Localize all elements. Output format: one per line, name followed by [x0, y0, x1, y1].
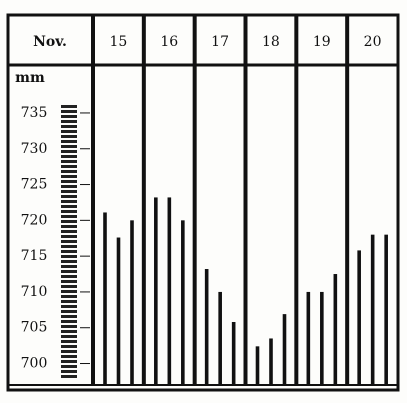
scale-strip	[61, 190, 77, 193]
scale-strip	[61, 360, 77, 363]
y-tick-label: 725	[21, 177, 48, 193]
frame	[6, 13, 400, 392]
scale-strip	[61, 290, 77, 293]
bar	[282, 314, 287, 385]
corner-label: Nov.	[33, 34, 67, 50]
bar	[333, 274, 338, 385]
y-tick-label: 730	[21, 141, 48, 157]
bar	[204, 269, 209, 385]
scale-strip	[61, 255, 77, 258]
x-tick-label: 19	[313, 34, 331, 50]
scale-strip	[61, 245, 77, 248]
y-tick-label: 700	[21, 356, 48, 372]
scale-strip	[61, 280, 77, 283]
bar	[306, 291, 311, 385]
scale-strip	[61, 165, 77, 168]
scale-strip	[61, 200, 77, 203]
x-tick-label: 17	[211, 34, 229, 50]
scale-strip	[61, 125, 77, 128]
scale-strip	[61, 220, 77, 223]
scale-strip	[61, 105, 77, 108]
scale-strip	[61, 195, 77, 198]
y-tick-label: 705	[21, 320, 48, 336]
x-tick-label: 16	[160, 34, 178, 50]
scale-strip	[61, 260, 77, 263]
scale-strip	[61, 295, 77, 298]
scale-strip	[61, 310, 77, 313]
scale-strip	[61, 240, 77, 243]
scale-strip	[61, 135, 77, 138]
scale-strip	[61, 180, 77, 183]
scale-strip	[61, 250, 77, 253]
scale-strip	[61, 110, 77, 113]
y-tick-label: 715	[21, 248, 48, 264]
bar	[103, 212, 107, 385]
bar	[181, 220, 185, 385]
scale-strip	[61, 205, 77, 208]
scale-strip	[61, 120, 77, 123]
scale-strip	[61, 345, 77, 348]
scale-strip	[61, 215, 77, 218]
scale-strip	[61, 330, 77, 333]
scale-strip	[61, 315, 77, 318]
bar	[269, 338, 273, 385]
y-tick-label: 710	[21, 284, 48, 300]
bar	[218, 291, 222, 385]
scale-strip	[61, 170, 77, 173]
x-tick-label: 15	[110, 34, 128, 50]
bar	[167, 197, 172, 385]
scale-strip	[61, 350, 77, 353]
scale-strip	[61, 225, 77, 228]
bar	[130, 220, 134, 385]
bar	[320, 291, 324, 385]
scale-strip	[61, 335, 77, 338]
scale-strip	[61, 150, 77, 153]
scale-strip	[61, 355, 77, 358]
scale-strip	[61, 210, 77, 213]
scale-strip	[61, 230, 77, 233]
bar	[370, 234, 375, 385]
scale-strip	[61, 365, 77, 368]
y-tick-label: 720	[21, 212, 48, 228]
scale-strip	[61, 235, 77, 238]
scale-strip	[61, 285, 77, 288]
scale-strip	[61, 270, 77, 273]
scale-strip	[61, 130, 77, 133]
scale-strip	[61, 370, 77, 373]
bar	[116, 237, 121, 385]
scale-strip	[61, 140, 77, 143]
scale-strip	[61, 185, 77, 188]
x-tick-label: 20	[364, 34, 382, 50]
bar	[357, 250, 361, 385]
scale-strip	[61, 115, 77, 118]
scale-strip	[61, 320, 77, 323]
scale-strip	[61, 175, 77, 178]
scale-strip	[61, 265, 77, 268]
scale-strip	[61, 305, 77, 308]
scale-strip	[61, 155, 77, 158]
axis-unit: mm	[15, 70, 45, 86]
scale-strip	[61, 275, 77, 278]
scale-strip	[61, 160, 77, 163]
bar	[154, 197, 158, 385]
scale-strip	[61, 375, 77, 378]
bar	[255, 346, 260, 385]
y-tick-label: 735	[21, 105, 48, 121]
scale-strip	[61, 325, 77, 328]
scale-strip	[61, 340, 77, 343]
bar	[384, 234, 388, 385]
scale-strip	[61, 300, 77, 303]
x-tick-label: 18	[262, 34, 280, 50]
bar	[231, 322, 236, 385]
scale-strip	[61, 145, 77, 148]
